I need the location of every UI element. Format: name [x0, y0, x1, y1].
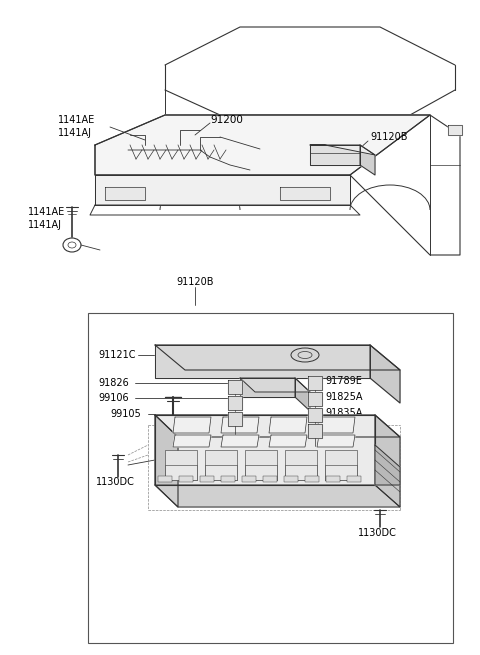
Polygon shape [295, 378, 310, 411]
Bar [285, 465, 317, 480]
Bar [284, 476, 298, 482]
Bar [200, 476, 214, 482]
Polygon shape [228, 396, 242, 410]
Bar [347, 476, 361, 482]
Text: 91835A: 91835A [325, 408, 362, 418]
Text: 91825A: 91825A [325, 392, 362, 402]
Bar [205, 450, 237, 480]
Polygon shape [308, 392, 322, 406]
Text: 91789E: 91789E [325, 376, 362, 386]
Polygon shape [269, 435, 307, 447]
Polygon shape [308, 424, 322, 438]
Bar [165, 450, 197, 480]
Bar [158, 476, 172, 482]
Polygon shape [155, 345, 400, 370]
Polygon shape [173, 435, 211, 447]
Text: 1141AJ: 1141AJ [58, 128, 92, 138]
Polygon shape [375, 415, 400, 507]
Bar [221, 476, 235, 482]
Bar [263, 476, 277, 482]
Text: 91200: 91200 [210, 115, 243, 125]
Text: 1141AE: 1141AE [28, 207, 65, 217]
Bar [165, 465, 197, 480]
Text: 1141AJ: 1141AJ [28, 220, 62, 230]
Text: 91120B: 91120B [370, 132, 408, 142]
Polygon shape [95, 115, 430, 175]
Polygon shape [280, 187, 330, 200]
Text: 91121C: 91121C [98, 350, 135, 360]
Polygon shape [155, 415, 178, 507]
Polygon shape [95, 175, 350, 205]
Bar [325, 465, 357, 480]
Polygon shape [310, 145, 375, 155]
Text: 91120B: 91120B [176, 277, 214, 287]
Polygon shape [240, 378, 295, 397]
Polygon shape [317, 417, 355, 433]
Bar [245, 450, 277, 480]
Polygon shape [155, 485, 400, 507]
Bar [326, 476, 340, 482]
Text: 18980A: 18980A [325, 424, 362, 434]
Polygon shape [221, 417, 259, 433]
Polygon shape [269, 417, 307, 433]
Polygon shape [370, 345, 400, 403]
Polygon shape [155, 345, 370, 378]
Bar [285, 450, 317, 480]
Polygon shape [308, 376, 322, 390]
Text: 1130DC: 1130DC [358, 528, 397, 538]
Polygon shape [310, 145, 360, 165]
Polygon shape [173, 417, 211, 433]
Bar [205, 465, 237, 480]
Polygon shape [375, 445, 400, 485]
Polygon shape [360, 145, 375, 175]
Text: 99106: 99106 [98, 393, 129, 403]
Bar [242, 476, 256, 482]
Polygon shape [228, 412, 242, 426]
Polygon shape [308, 408, 322, 422]
Polygon shape [317, 435, 355, 447]
Polygon shape [448, 125, 462, 135]
Polygon shape [240, 378, 310, 392]
Bar [325, 450, 357, 480]
Polygon shape [228, 380, 242, 394]
Bar [88, 313, 453, 643]
Polygon shape [105, 187, 145, 200]
Polygon shape [155, 415, 375, 485]
Text: 1130DC: 1130DC [96, 477, 135, 487]
Polygon shape [221, 435, 259, 447]
Bar [179, 476, 193, 482]
Text: 99105: 99105 [110, 409, 141, 419]
Bar [305, 476, 319, 482]
Text: 91826: 91826 [98, 378, 129, 388]
Text: 1141AE: 1141AE [58, 115, 95, 125]
Bar [245, 465, 277, 480]
Polygon shape [155, 415, 400, 437]
